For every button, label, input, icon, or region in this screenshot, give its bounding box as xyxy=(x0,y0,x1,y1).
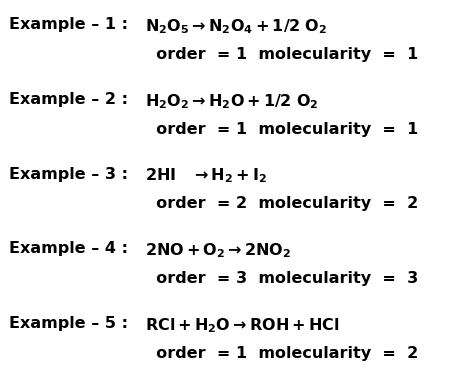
Text: order  = 1  molecularity  =  1: order = 1 molecularity = 1 xyxy=(145,47,418,62)
Text: order  = 1  molecularity  =  1: order = 1 molecularity = 1 xyxy=(145,122,418,137)
Text: Example – 3 :: Example – 3 : xyxy=(9,167,128,182)
Text: order  = 2  molecularity  =  2: order = 2 molecularity = 2 xyxy=(145,196,418,211)
Text: Example – 5 :: Example – 5 : xyxy=(9,316,128,331)
Text: Example – 1 :: Example – 1 : xyxy=(9,17,128,32)
Text: $\mathbf{H_2O_2 \rightarrow H_2O + 1/2\ O_2}$: $\mathbf{H_2O_2 \rightarrow H_2O + 1/2\ … xyxy=(145,92,318,111)
Text: $\mathbf{2NO + O_2 \rightarrow 2NO_2}$: $\mathbf{2NO + O_2 \rightarrow 2NO_2}$ xyxy=(145,241,291,260)
Text: Example – 4 :: Example – 4 : xyxy=(9,241,128,256)
Text: $\mathbf{N_2O_5 \rightarrow N_2O_4 + 1/2\ O_2}$: $\mathbf{N_2O_5 \rightarrow N_2O_4 + 1/2… xyxy=(145,17,327,36)
Text: $\mathbf{2HI \quad\rightarrow H_2 + I_2}$: $\mathbf{2HI \quad\rightarrow H_2 + I_2}… xyxy=(145,167,266,186)
Text: $\mathbf{RCl + H_2O \rightarrow ROH + HCl}$: $\mathbf{RCl + H_2O \rightarrow ROH + HC… xyxy=(145,316,339,335)
Text: order  = 1  molecularity  =  2: order = 1 molecularity = 2 xyxy=(145,346,418,361)
Text: order  = 3  molecularity  =  3: order = 3 molecularity = 3 xyxy=(145,271,418,286)
Text: Example – 2 :: Example – 2 : xyxy=(9,92,128,107)
